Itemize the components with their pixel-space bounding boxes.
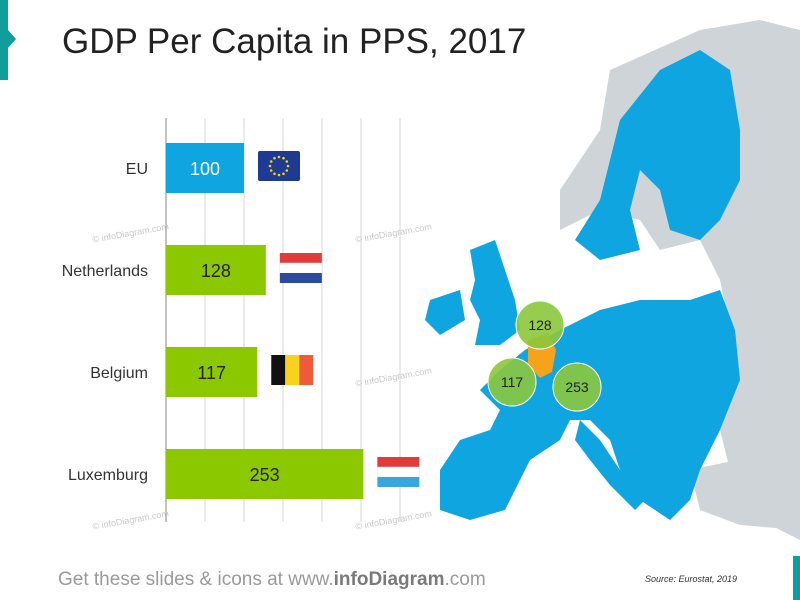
map-bubble-belgium <box>487 357 537 407</box>
map-bubble-luxemburg <box>552 362 602 412</box>
map-bubble-label-belgium: 117 <box>501 374 524 390</box>
netherlands-flag-icon <box>279 253 323 283</box>
belgium-flag-icon <box>271 355 314 385</box>
left-accent-bar <box>0 0 16 80</box>
map-turkey <box>690 455 800 530</box>
value-label-luxemburg: 253 <box>250 465 280 485</box>
value-label-eu: 100 <box>190 159 220 179</box>
luxemburg-flag-icon <box>377 457 420 487</box>
category-label-eu: EU <box>126 161 148 178</box>
bar-luxemburg <box>166 449 364 499</box>
right-accent-bar <box>793 556 800 600</box>
map-bubble-label-netherlands: 128 <box>528 317 552 333</box>
footer-text: Get these slides & icons at www.infoDiag… <box>58 569 486 591</box>
footer-brand[interactable]: infoDiagram <box>333 569 445 590</box>
value-label-belgium: 117 <box>197 363 226 383</box>
category-label-belgium: Belgium <box>90 365 148 382</box>
map-italy <box>575 420 645 510</box>
page-title: GDP Per Capita in PPS, 2017 <box>62 22 527 61</box>
bar-eu <box>166 143 244 193</box>
eu-flag-icon <box>258 151 300 181</box>
map-bubble-netherlands <box>515 300 565 350</box>
map-scandinavia <box>575 50 740 260</box>
map-ireland <box>425 290 465 335</box>
value-label-netherlands: 128 <box>201 261 231 281</box>
source-note: Source: Eurostat, 2019 <box>645 574 738 584</box>
map-uk <box>470 240 520 345</box>
footer-prefix: Get these slides & icons at www. <box>58 569 334 590</box>
footer-suffix: .com <box>444 569 486 590</box>
bar-belgium <box>166 347 258 397</box>
category-label-netherlands: Netherlands <box>62 263 148 280</box>
category-label-luxemburg: Luxemburg <box>68 467 148 484</box>
bar-netherlands <box>166 245 266 295</box>
map-bubble-label-luxemburg: 253 <box>565 379 589 395</box>
